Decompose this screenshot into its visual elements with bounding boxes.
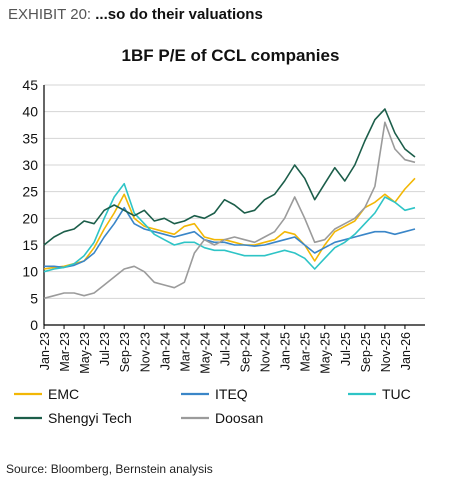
x-tick-label: May-23 [78, 332, 92, 374]
x-tick-label: Jul-24 [218, 332, 232, 366]
series-line-iteq [44, 206, 416, 269]
x-tick-label: Sep-25 [359, 332, 373, 372]
y-tick-label: 35 [22, 130, 38, 146]
x-tick-label: Sep-24 [239, 332, 253, 372]
legend-label: Doosan [215, 410, 263, 426]
x-tick-label: Nov-23 [138, 332, 152, 372]
y-tick-label: 25 [22, 184, 38, 200]
legend-label: Shengyi Tech [48, 410, 132, 426]
gridlines [44, 84, 425, 299]
exhibit-headline: ...so do their valuations [95, 6, 263, 23]
x-tick-label: Jul-25 [339, 332, 353, 366]
x-tick-label: Jan-25 [279, 332, 293, 370]
exhibit-header: EXHIBIT 20: ...so do their valuations [8, 6, 263, 23]
exhibit-number: EXHIBIT 20: [8, 6, 92, 23]
legend: EMC ITEQ TUC Shengyi Tech Doosan [14, 386, 411, 426]
x-tick-label: Jan-23 [38, 332, 52, 370]
y-tick-label: 10 [22, 264, 38, 280]
y-tick-label: 30 [22, 157, 38, 173]
chart-title: 1BF P/E of CCL companies [121, 46, 340, 65]
series-line-tuc [43, 182, 416, 273]
series-line-shengyi-tech [43, 108, 416, 246]
y-tick-label: 40 [22, 104, 38, 120]
legend-label: EMC [48, 386, 79, 402]
y-tick-label: 15 [22, 237, 38, 253]
x-tick-label: Jul-23 [98, 332, 112, 366]
legend-label: TUC [382, 386, 411, 402]
x-tick-label: Sep-23 [118, 332, 132, 372]
x-tick-label: May-25 [319, 332, 333, 374]
legend-label: ITEQ [215, 386, 248, 402]
series-lines [43, 108, 416, 300]
x-tick-label: Mar-25 [299, 332, 313, 372]
x-tick-label: Jan-24 [158, 332, 172, 370]
line-chart: 0 5 10 15 20 25 30 35 40 45 Jan-23 Mar-23 May-23 Jul-… [14, 77, 425, 426]
x-tick-label: Nov-25 [379, 332, 393, 372]
series-line-doosan [43, 121, 416, 300]
y-tick-label: 0 [30, 317, 38, 333]
y-tick-label: 20 [22, 210, 38, 226]
axes: 0 5 10 15 20 25 30 35 40 45 Jan-23 Mar-23 May-23 Jul-… [22, 77, 425, 374]
source-note: Source: Bloomberg, Bernstein analysis [6, 462, 213, 476]
x-tick-label: May-24 [198, 332, 212, 374]
series-line-emc [43, 177, 416, 270]
y-tick-label: 45 [22, 77, 38, 93]
x-tick-label: Mar-23 [58, 332, 72, 372]
x-tick-label: Jan-26 [399, 332, 413, 370]
x-tick-label: Nov-24 [259, 332, 273, 372]
x-tick-label: Mar-24 [178, 332, 192, 372]
y-tick-label: 5 [30, 290, 38, 306]
